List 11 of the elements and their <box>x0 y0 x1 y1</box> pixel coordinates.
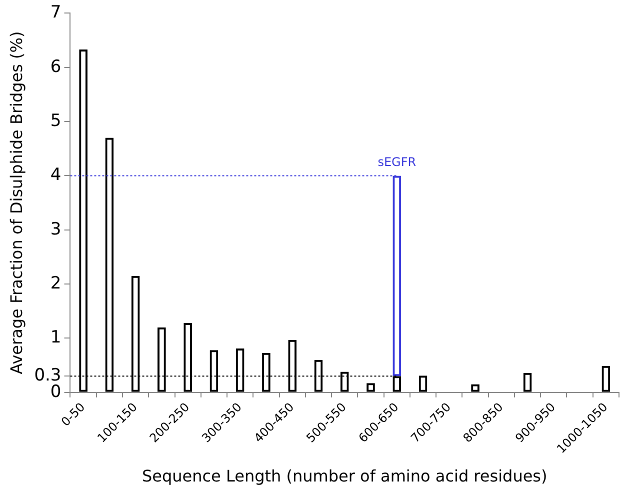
y-tick-label: 2 <box>50 273 62 294</box>
y-tick-label: 4 <box>50 165 62 186</box>
y-tick-label: 6 <box>50 56 62 77</box>
y-tick-label: 7 <box>50 2 62 23</box>
x-axis-title: Sequence Length (number of amino acid residues) <box>142 466 548 486</box>
y-tick-label: 3 <box>50 219 62 240</box>
y-tick-label: 0 <box>50 382 62 402</box>
y-tick-label: 5 <box>50 110 62 131</box>
y-tick-label: 1 <box>50 328 62 348</box>
series-label: sEGFR <box>378 154 416 169</box>
y-axis-title: Average Fraction of Disulphide Bridges (%) <box>6 31 26 374</box>
